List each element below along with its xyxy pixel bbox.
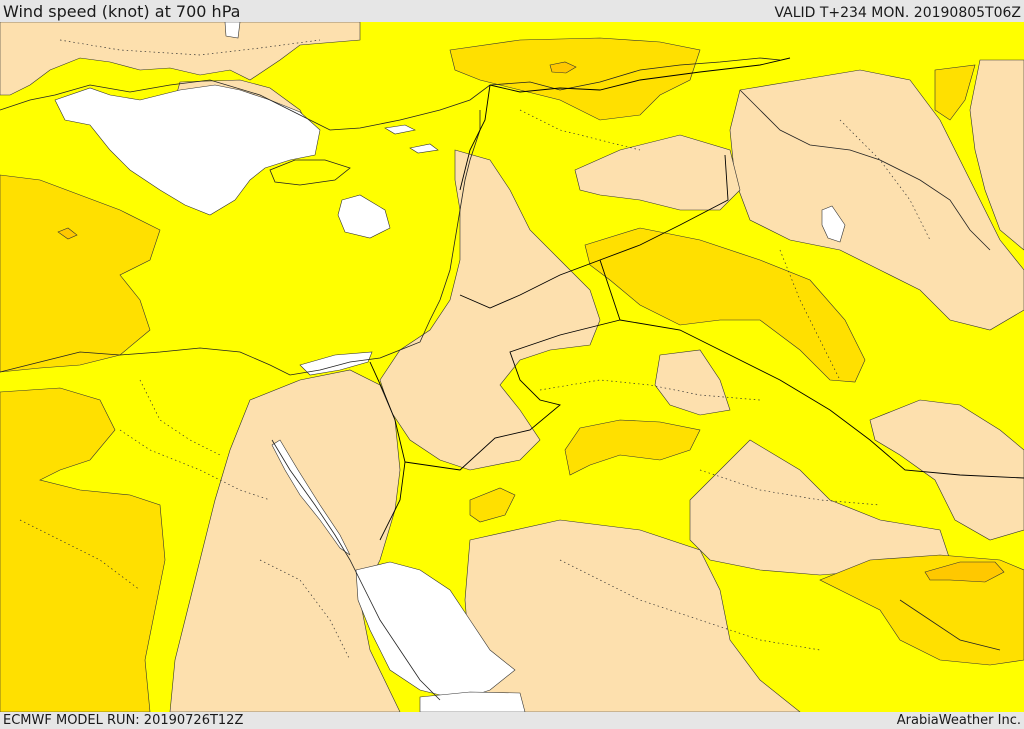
credit-label: ArabiaWeather Inc. [896, 713, 1021, 728]
footer-bar: ECMWF MODEL RUN: 20190726T12Z ArabiaWeat… [0, 712, 1024, 729]
map-canvas [0, 22, 1024, 712]
wind-speed-map [0, 22, 1024, 712]
header-bar: Wind speed (knot) at 700 hPa VALID T+234… [0, 0, 1024, 22]
internal-boundaries [19, 39, 931, 661]
country-borders [369, 57, 1024, 541]
wind-band-fresh [0, 37, 1024, 712]
wind-band-calm [54, 22, 846, 712]
model-run: ECMWF MODEL RUN: 20190726T12Z [3, 713, 244, 728]
map-title: Wind speed (knot) at 700 hPa [3, 2, 241, 21]
coastlines [0, 57, 1001, 701]
valid-time: VALID T+234 MON. 20190805T06Z [774, 5, 1021, 21]
wind-band-strong [57, 61, 1005, 583]
